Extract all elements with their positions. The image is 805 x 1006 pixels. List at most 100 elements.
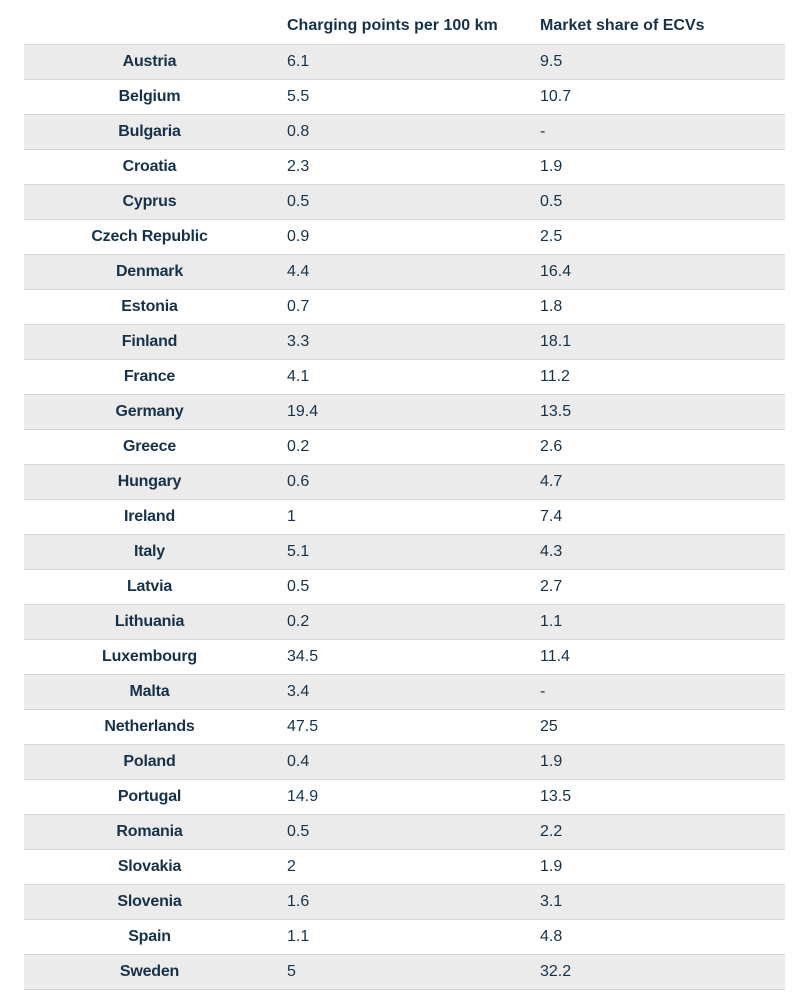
market-share-cell: 1.9 bbox=[540, 158, 563, 175]
table-header: Charging points per 100 km Market share … bbox=[24, 8, 785, 44]
market-share-cell: 1.9 bbox=[540, 858, 563, 875]
data-table: Charging points per 100 km Market share … bbox=[24, 8, 785, 990]
table-row: Spain 1.1 4.8 bbox=[24, 920, 785, 955]
charging-points-cell: 0.7 bbox=[287, 298, 310, 315]
table-row: Greece 0.2 2.6 bbox=[24, 430, 785, 465]
country-cell: Cyprus bbox=[122, 193, 177, 210]
table-row: Latvia 0.5 2.7 bbox=[24, 570, 785, 605]
market-share-cell: 2.6 bbox=[540, 438, 563, 455]
market-share-cell: 4.7 bbox=[540, 473, 563, 490]
market-share-cell: 1.1 bbox=[540, 613, 563, 630]
charging-points-cell: 0.2 bbox=[287, 438, 310, 455]
country-cell: Ireland bbox=[123, 508, 176, 525]
charging-points-cell: 0.5 bbox=[287, 823, 310, 840]
market-share-cell: 2.5 bbox=[540, 228, 563, 245]
country-cell: France bbox=[123, 368, 176, 385]
market-share-cell: 32.2 bbox=[540, 963, 572, 980]
table-row: France 4.1 11.2 bbox=[24, 360, 785, 395]
market-share-cell: 4.3 bbox=[540, 543, 563, 560]
table-row: Sweden 5 32.2 bbox=[24, 955, 785, 990]
market-share-cell: 2.7 bbox=[540, 578, 563, 595]
country-cell: Portugal bbox=[117, 788, 182, 805]
charging-points-cell: 0.6 bbox=[287, 473, 310, 490]
market-share-cell: 25 bbox=[540, 718, 558, 735]
charging-points-cell: 5.1 bbox=[287, 543, 310, 560]
table-row: Portugal 14.9 13.5 bbox=[24, 780, 785, 815]
country-cell: Greece bbox=[122, 438, 177, 455]
charging-points-cell: 1 bbox=[287, 508, 296, 525]
table-row: Belgium 5.5 10.7 bbox=[24, 80, 785, 115]
charging-points-cell: 1.6 bbox=[287, 893, 310, 910]
table-row: Slovenia 1.6 3.1 bbox=[24, 885, 785, 920]
table-row: Denmark 4.4 16.4 bbox=[24, 255, 785, 290]
country-cell: Sweden bbox=[119, 963, 180, 980]
market-share-cell: 9.5 bbox=[540, 53, 563, 70]
market-share-cell: 18.1 bbox=[540, 333, 572, 350]
table-row: Czech Republic 0.9 2.5 bbox=[24, 220, 785, 255]
country-cell: Lithuania bbox=[114, 613, 185, 630]
charging-points-cell: 2.3 bbox=[287, 158, 310, 175]
country-cell: Luxembourg bbox=[102, 648, 197, 665]
charging-points-cell: 19.4 bbox=[287, 403, 319, 420]
charging-points-cell: 5 bbox=[287, 963, 296, 980]
market-share-cell: 10.7 bbox=[540, 88, 572, 105]
market-share-cell: 16.4 bbox=[540, 263, 572, 280]
charging-points-cell: 0.9 bbox=[287, 228, 310, 245]
country-cell: Italy bbox=[133, 543, 166, 560]
charging-points-cell: 4.1 bbox=[287, 368, 310, 385]
market-share-cell: 4.8 bbox=[540, 928, 563, 945]
charging-points-cell: 0.5 bbox=[287, 578, 310, 595]
market-share-cell: - bbox=[540, 683, 546, 700]
country-cell: Croatia bbox=[122, 158, 177, 175]
table-row: Estonia 0.7 1.8 bbox=[24, 290, 785, 325]
market-share-cell: 2.2 bbox=[540, 823, 563, 840]
market-share-cell: 7.4 bbox=[540, 508, 563, 525]
country-cell: Germany bbox=[115, 403, 184, 420]
country-cell: Spain bbox=[128, 928, 171, 945]
market-share-cell: 13.5 bbox=[540, 788, 572, 805]
table-row: Hungary 0.6 4.7 bbox=[24, 465, 785, 500]
country-cell: Romania bbox=[116, 823, 183, 840]
charging-points-cell: 5.5 bbox=[287, 88, 310, 105]
table-row: Finland 3.3 18.1 bbox=[24, 325, 785, 360]
country-cell: Poland bbox=[123, 753, 176, 770]
charging-points-cell: 2 bbox=[287, 858, 296, 875]
table-row: Ireland 1 7.4 bbox=[24, 500, 785, 535]
table-row: Romania 0.5 2.2 bbox=[24, 815, 785, 850]
charging-points-cell: 47.5 bbox=[287, 718, 319, 735]
charging-points-cell: 3.4 bbox=[287, 683, 310, 700]
country-cell: Czech Republic bbox=[91, 228, 208, 245]
charging-points-cell: 0.5 bbox=[287, 193, 310, 210]
charging-points-cell: 3.3 bbox=[287, 333, 310, 350]
table-row: Cyprus 0.5 0.5 bbox=[24, 185, 785, 220]
table-row: Lithuania 0.2 1.1 bbox=[24, 605, 785, 640]
country-cell: Latvia bbox=[126, 578, 173, 595]
charging-points-cell: 14.9 bbox=[287, 788, 319, 805]
market-share-cell: 11.2 bbox=[540, 368, 570, 385]
country-cell: Netherlands bbox=[104, 718, 195, 735]
table-row: Netherlands 47.5 25 bbox=[24, 710, 785, 745]
charging-points-cell: 0.8 bbox=[287, 123, 310, 140]
table-row: Germany 19.4 13.5 bbox=[24, 395, 785, 430]
country-cell: Austria bbox=[122, 53, 177, 70]
country-cell: Slovenia bbox=[117, 893, 182, 910]
country-cell: Estonia bbox=[121, 298, 178, 315]
country-cell: Slovakia bbox=[117, 858, 182, 875]
market-share-cell: 13.5 bbox=[540, 403, 572, 420]
market-share-cell: 11.4 bbox=[540, 648, 570, 665]
country-cell: Denmark bbox=[115, 263, 184, 280]
charging-points-cell: 0.2 bbox=[287, 613, 310, 630]
market-share-cell: - bbox=[540, 123, 546, 140]
country-cell: Belgium bbox=[118, 88, 181, 105]
table-row: Slovakia 2 1.9 bbox=[24, 850, 785, 885]
table-body: Austria 6.1 9.5 Belgium 5.5 10.7 Bulgaria 0.8- C… bbox=[24, 44, 785, 990]
market-share-cell: 1.9 bbox=[540, 753, 563, 770]
table-row: Poland 0.4 1.9 bbox=[24, 745, 785, 780]
market-share-cell: 3.1 bbox=[540, 893, 563, 910]
header-market-share: Market share of ECVs bbox=[540, 17, 705, 34]
charging-points-cell: 6.1 bbox=[287, 53, 310, 70]
country-cell: Hungary bbox=[117, 473, 182, 490]
table-row: Italy 5.1 4.3 bbox=[24, 535, 785, 570]
table-row: Bulgaria 0.8 - bbox=[24, 115, 785, 150]
country-cell: Bulgaria bbox=[118, 123, 181, 140]
